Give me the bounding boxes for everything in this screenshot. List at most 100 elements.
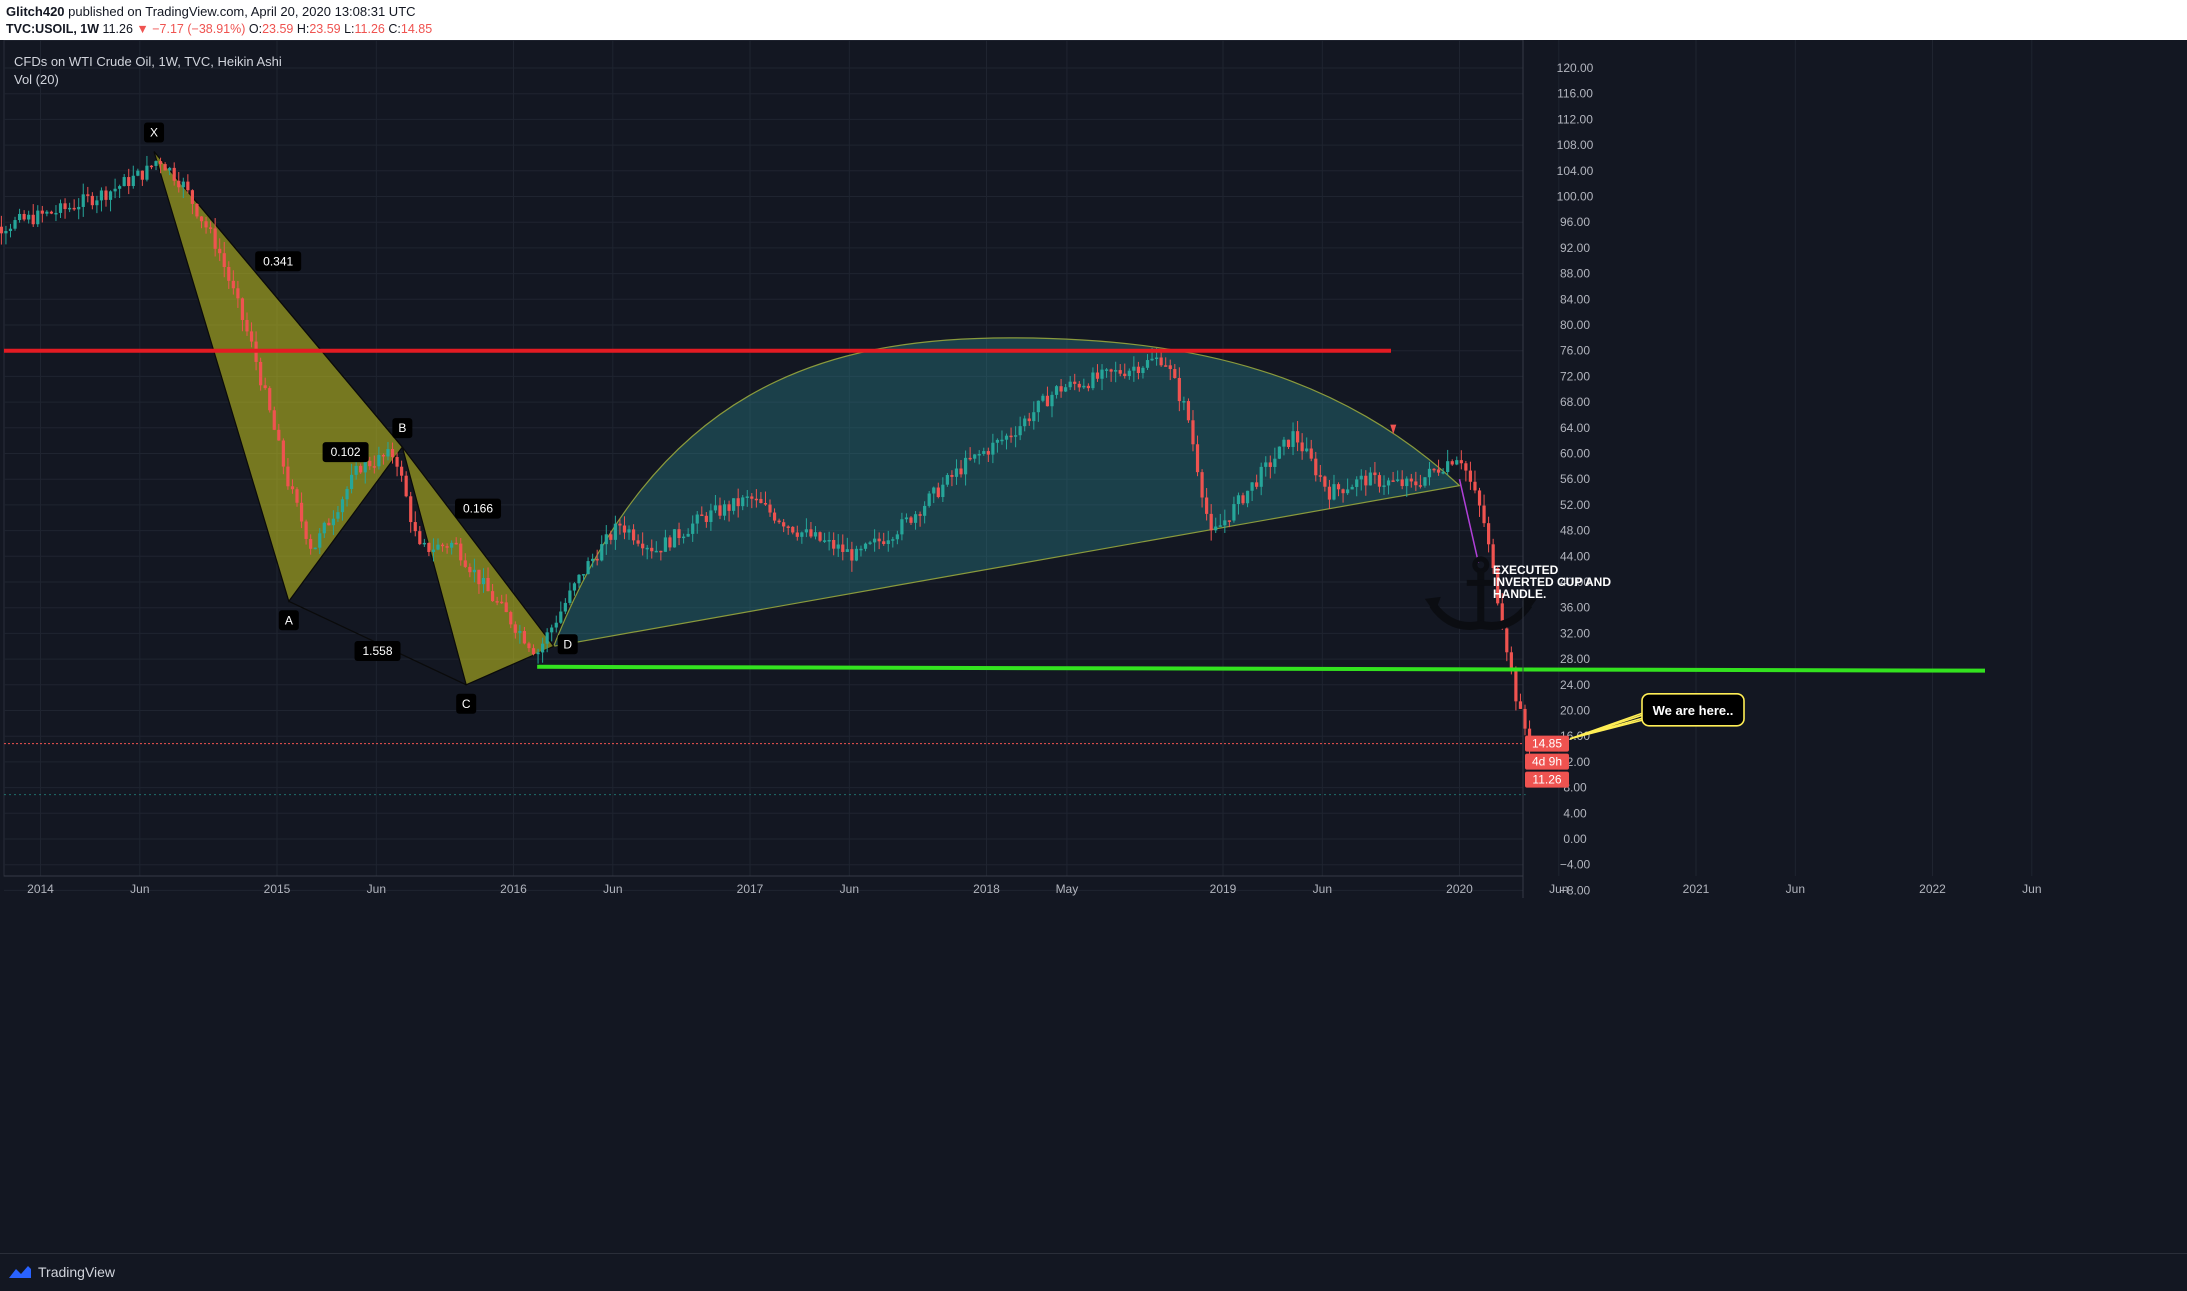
chart-pane[interactable]: 120.00 116.00 112.00 108.00 104.00 100.00 96.0… [0,40,2187,1253]
candle-body [886,540,890,545]
ratio-label-box[interactable] [354,641,401,662]
candle-body [1145,360,1150,368]
candle-body [404,475,408,497]
candle-body [1241,495,1245,504]
candle-body [563,602,567,612]
harmonic-bcd-triangle[interactable] [401,446,555,686]
ratio-label: 0.166 [463,502,493,516]
tradingview-brand[interactable]: TradingView [8,1264,115,1280]
harmonic-point-d[interactable] [557,634,578,655]
price-tick: 104.00 [1557,164,1594,178]
ratio-label-box[interactable] [255,251,302,272]
low-price-tag [1525,771,1569,788]
ohlc-high: 23.59 [309,22,341,36]
candle-body [45,211,49,214]
candle-body [1032,412,1036,422]
callout-box[interactable] [1641,692,1745,727]
candle-body [1150,358,1154,361]
candle-body [131,175,135,187]
candle-body [240,298,245,320]
candle-body [595,558,599,561]
candle-body [90,195,94,206]
candle-body [782,522,786,527]
candle-body [54,212,58,215]
candle-body [913,514,918,523]
candle-body [286,466,290,487]
candle-body [363,460,367,473]
candle-body [22,213,26,220]
indicator-title[interactable]: Vol (20) [14,72,59,87]
price-chart[interactable]: 120.00 116.00 112.00 108.00 104.00 100.00 96.0… [0,40,2187,1253]
handle-trend-line[interactable] [1458,479,1480,563]
candle-body [691,523,695,534]
candle-body [1455,460,1459,465]
price-tick: 116.00 [1557,87,1593,101]
cup-pattern-shape[interactable] [552,337,1461,648]
ohlc-close-label: C: [388,22,401,36]
candle-body [1391,480,1395,482]
candle-body [1036,400,1040,413]
candle-body [418,531,422,545]
candle-body [4,231,8,234]
candle-body [86,194,90,196]
candle-body [941,484,945,498]
candle-body [1409,478,1413,482]
candle-body [318,533,322,548]
candle-body [327,522,331,526]
candle-body [932,487,936,494]
price-tick: 92.00 [1560,241,1590,255]
price-tick: −8.00 [1560,883,1591,897]
candle-body [891,539,895,541]
candle-body [822,540,827,542]
candle-body [554,622,558,628]
candle-body [900,519,904,535]
candle-body [1350,486,1354,490]
harmonic-point-label: D [563,637,572,651]
candle-body [1045,395,1050,407]
candle-body [1509,652,1513,669]
candle-body [1054,386,1059,395]
candle-body [1355,479,1359,487]
ohlc-low-label: L: [344,22,355,36]
down-arrow-icon: ▼ [136,22,149,36]
price-tick: 52.00 [1560,498,1590,512]
time-tick: Jun [2022,882,2041,896]
candle-body [695,514,699,524]
candle-body [1396,479,1400,481]
candle-body [809,529,813,537]
candle-body [381,454,386,457]
candle-body [704,515,708,522]
price-tick: 56.00 [1560,472,1590,486]
chart-legend: CFDs on WTI Crude Oil, 1W, TVC, Heikin A… [14,54,282,90]
candle-body [1159,357,1163,366]
harmonic-point-c[interactable] [456,693,477,714]
candle-body [1496,568,1500,604]
time-tick: Jun [1313,882,1332,896]
symbol-label: TVC:USOIL, 1W [6,22,100,36]
candle-body [409,496,413,523]
author-name[interactable]: Glitch420 [6,4,65,19]
candle-body [950,474,954,477]
support-line[interactable] [537,664,1986,673]
candle-body [227,266,231,281]
candle-body [873,538,877,543]
harmonic-point-x[interactable] [144,122,165,143]
candle-body [1245,490,1250,504]
candle-body [531,648,536,655]
candle-body [1109,369,1113,372]
candle-body [1305,448,1309,452]
candle-body [36,210,40,225]
series-title[interactable]: CFDs on WTI Crude Oil, 1W, TVC, Heikin A… [14,54,282,69]
candle-body [345,488,349,500]
harmonic-point-a[interactable] [278,610,299,631]
harmonic-point-b[interactable] [392,418,413,439]
candle-body [1114,370,1118,372]
candle-body [1264,462,1268,467]
candle-body [786,526,790,528]
candle-body [1318,475,1322,477]
ratio-label-box[interactable] [322,442,369,463]
candle-body [281,440,285,467]
time-tick: Jun [840,882,859,896]
ratio-label-box[interactable] [455,498,502,519]
candle-body [832,539,836,549]
